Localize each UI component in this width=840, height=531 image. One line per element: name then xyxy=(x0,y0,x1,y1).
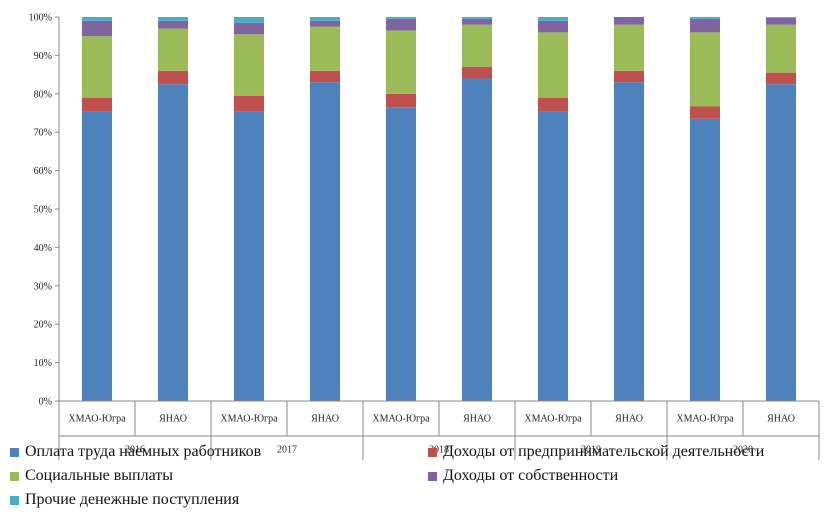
category-label: ЯНАО xyxy=(159,414,187,425)
category-label: ХМАО-Югра xyxy=(220,414,278,425)
bar-segment xyxy=(158,20,188,29)
y-tick-label: 30% xyxy=(34,281,52,292)
bar-segment xyxy=(386,93,416,108)
bar-segment xyxy=(538,20,568,33)
group-label: 2018 xyxy=(429,445,449,456)
bar-segment xyxy=(158,17,188,21)
bar-segment xyxy=(310,70,340,83)
bar-segment xyxy=(766,84,796,401)
bar-segment xyxy=(538,32,568,98)
bar-segment xyxy=(234,34,264,96)
group-label: 2020 xyxy=(733,445,753,456)
group-label: 2016 xyxy=(125,445,145,456)
bar-segment xyxy=(158,84,188,401)
bar-segment xyxy=(690,32,720,107)
bar-segment xyxy=(766,17,796,25)
category-label: ХМАО-Югра xyxy=(676,414,734,425)
bar-segment xyxy=(462,18,492,25)
bar-segment xyxy=(310,17,340,21)
bar-segment xyxy=(538,17,568,21)
bar-segment xyxy=(234,95,264,112)
bar-segment xyxy=(690,18,720,33)
category-label: ХМАО-Югра xyxy=(68,414,126,425)
bar-segment xyxy=(766,24,796,73)
bar-segment xyxy=(386,18,416,31)
bar-segment xyxy=(614,70,644,83)
y-tick-label: 70% xyxy=(34,128,52,139)
y-tick-label: 100% xyxy=(29,13,52,24)
bar-segment xyxy=(690,106,720,119)
y-tick-label: 40% xyxy=(34,243,52,254)
y-tick-label: 60% xyxy=(34,166,52,177)
bar-segment xyxy=(462,78,492,401)
y-tick-label: 0% xyxy=(39,397,52,408)
category-label: ЯНАО xyxy=(463,414,491,425)
bar-segment xyxy=(690,17,720,19)
bar-segment xyxy=(462,17,492,19)
bar-segment xyxy=(82,97,112,112)
bar-segment xyxy=(234,17,264,23)
bar-segment xyxy=(310,26,340,71)
bar-segment xyxy=(614,82,644,401)
bar-segment xyxy=(158,70,188,85)
group-label: 2019 xyxy=(581,445,601,456)
bar-segment xyxy=(690,118,720,401)
category-label: ЯНАО xyxy=(311,414,339,425)
bar-segment xyxy=(82,36,112,98)
bar-segment xyxy=(158,28,188,71)
bar-segment xyxy=(82,111,112,401)
bar-segment xyxy=(538,111,568,401)
y-tick-label: 80% xyxy=(34,89,52,100)
bar-segment xyxy=(614,24,644,71)
group-label: 2017 xyxy=(277,445,297,456)
category-label: ХМАО-Югра xyxy=(524,414,582,425)
y-tick-label: 20% xyxy=(34,320,52,331)
y-tick-label: 50% xyxy=(34,205,52,216)
category-label: ЯНАО xyxy=(615,414,643,425)
category-label: ЯНАО xyxy=(767,414,795,425)
bar-segment xyxy=(310,20,340,27)
bar-segment xyxy=(462,24,492,67)
y-tick-label: 10% xyxy=(34,358,52,369)
bar-segment xyxy=(234,22,264,35)
bar-segment xyxy=(386,30,416,94)
bar-segment xyxy=(386,17,416,19)
bar-segment xyxy=(386,107,416,402)
bar-segment xyxy=(538,97,568,112)
bar-segment xyxy=(234,111,264,401)
y-tick-label: 90% xyxy=(34,51,52,62)
bar-segment xyxy=(310,82,340,401)
bar-segment xyxy=(614,17,644,25)
bar-segment xyxy=(766,17,796,18)
category-label: ХМАО-Югра xyxy=(372,414,430,425)
bar-segment xyxy=(82,17,112,21)
bar-segment xyxy=(462,66,492,79)
bar-segment xyxy=(82,20,112,37)
bar-segment xyxy=(766,72,796,85)
